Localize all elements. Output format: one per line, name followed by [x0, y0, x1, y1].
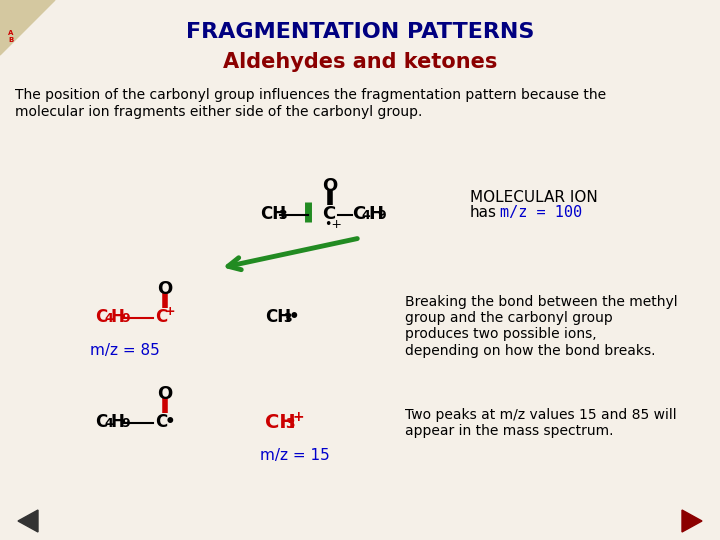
- Text: CH: CH: [260, 205, 286, 223]
- Text: molecular ion fragments either side of the carbonyl group.: molecular ion fragments either side of t…: [15, 105, 423, 119]
- Text: H: H: [111, 308, 125, 326]
- Text: A
B: A B: [8, 30, 14, 43]
- Text: C: C: [155, 413, 167, 431]
- Text: •: •: [165, 413, 176, 431]
- Text: 4: 4: [361, 209, 370, 222]
- Text: MOLECULAR ION: MOLECULAR ION: [470, 190, 598, 205]
- Text: m/z = 85: m/z = 85: [90, 343, 160, 358]
- Text: Breaking the bond between the methyl
group and the carbonyl group
produces two p: Breaking the bond between the methyl gro…: [405, 295, 678, 357]
- Text: CH: CH: [265, 413, 296, 432]
- Text: •+: •+: [324, 218, 342, 231]
- Text: H: H: [368, 205, 383, 223]
- Text: 3: 3: [283, 312, 292, 325]
- Polygon shape: [18, 510, 38, 532]
- Text: 9: 9: [121, 417, 130, 430]
- Text: 9: 9: [377, 209, 386, 222]
- Text: The position of the carbonyl group influences the fragmentation pattern because : The position of the carbonyl group influ…: [15, 88, 606, 102]
- Text: Aldehydes and ketones: Aldehydes and ketones: [222, 52, 498, 72]
- Polygon shape: [0, 0, 55, 55]
- Text: +: +: [165, 305, 176, 318]
- Text: 4: 4: [104, 417, 113, 430]
- Text: CH: CH: [265, 308, 291, 326]
- Text: m/z = 100: m/z = 100: [500, 205, 582, 220]
- Polygon shape: [682, 510, 702, 532]
- Text: H: H: [111, 413, 125, 431]
- Text: •: •: [289, 308, 300, 326]
- Text: O: O: [158, 280, 173, 298]
- Text: +: +: [292, 410, 304, 424]
- Text: C: C: [95, 308, 107, 326]
- Text: has: has: [470, 205, 497, 220]
- Text: m/z = 15: m/z = 15: [260, 448, 330, 463]
- Text: C: C: [322, 205, 336, 223]
- Text: 9: 9: [121, 312, 130, 325]
- Text: O: O: [323, 177, 338, 195]
- Text: 3: 3: [278, 209, 287, 222]
- Text: O: O: [158, 385, 173, 403]
- Text: 3: 3: [285, 417, 294, 431]
- Text: 4: 4: [104, 312, 113, 325]
- Text: FRAGMENTATION PATTERNS: FRAGMENTATION PATTERNS: [186, 22, 534, 42]
- Text: C: C: [352, 205, 365, 223]
- Text: C: C: [95, 413, 107, 431]
- Text: C: C: [155, 308, 167, 326]
- Text: Two peaks at m/z values 15 and 85 will
appear in the mass spectrum.: Two peaks at m/z values 15 and 85 will a…: [405, 408, 677, 438]
